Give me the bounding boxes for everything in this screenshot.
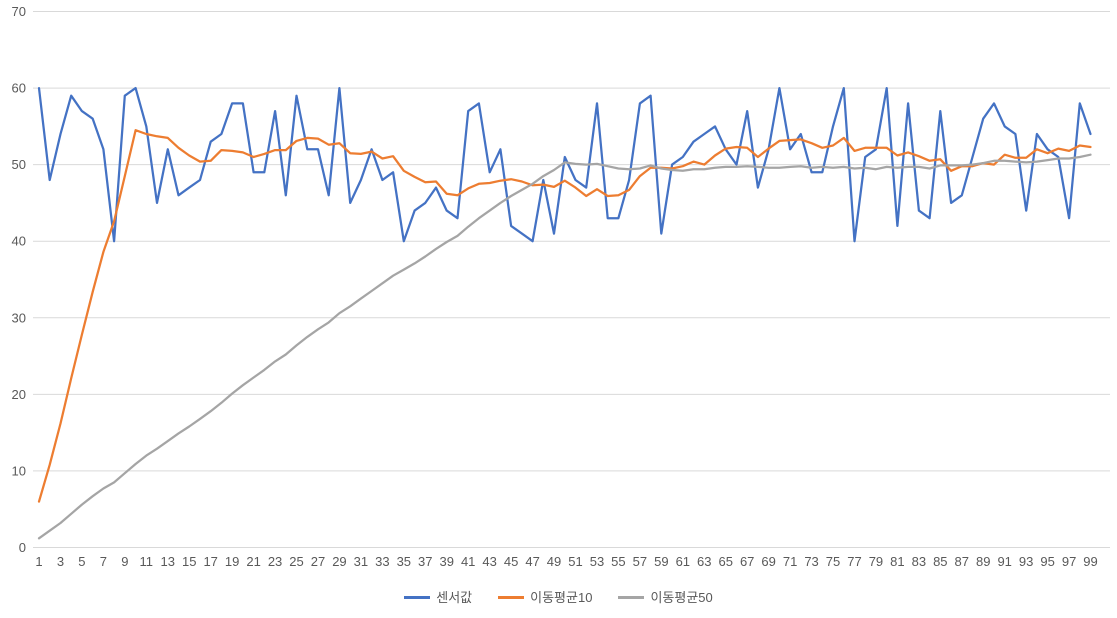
x-tick-label: 75 [826, 554, 840, 569]
x-tick-label: 73 [804, 554, 818, 569]
series-lines [37, 86, 1092, 540]
x-tick-label: 19 [225, 554, 239, 569]
legend-label-ma10: 이동평균10 [530, 590, 593, 605]
x-tick-label: 55 [611, 554, 625, 569]
x-tick-label: 37 [418, 554, 432, 569]
gridlines [33, 11, 1110, 548]
x-tick-label: 67 [740, 554, 754, 569]
series-line-2[interactable] [37, 153, 1092, 540]
y-axis-labels: 0 10 20 30 40 50 60 70 [12, 4, 26, 555]
x-tick-label: 15 [182, 554, 196, 569]
legend-item-ma50[interactable]: 이동평균50 [618, 590, 713, 605]
x-tick-label: 95 [1040, 554, 1054, 569]
x-tick-label: 65 [718, 554, 732, 569]
x-tick-label: 83 [912, 554, 926, 569]
x-tick-label: 23 [268, 554, 282, 569]
x-tick-label: 5 [78, 554, 85, 569]
x-tick-label: 47 [525, 554, 539, 569]
x-tick-label: 57 [633, 554, 647, 569]
x-tick-label: 1 [35, 554, 42, 569]
x-tick-label: 25 [289, 554, 303, 569]
legend-label-sensor: 센서값 [436, 590, 473, 605]
legend-swatch-sensor [404, 596, 431, 599]
legend-swatch-ma50 [618, 596, 645, 599]
x-tick-label: 51 [568, 554, 582, 569]
x-axis-labels: 1 3 5 7 9 11 13 15 17 19 21 23 25 27 29 31 33 35 37 39 41 43 4… [35, 554, 1097, 569]
x-tick-label: 43 [482, 554, 496, 569]
x-tick-label: 11 [140, 554, 154, 569]
x-tick-label: 91 [997, 554, 1011, 569]
x-tick-label: 9 [121, 554, 128, 569]
y-tick-label: 20 [12, 387, 26, 402]
x-tick-label: 69 [761, 554, 775, 569]
legend-swatch-ma10 [498, 596, 525, 599]
y-tick-label: 40 [12, 234, 26, 249]
x-tick-label: 53 [590, 554, 604, 569]
x-tick-label: 35 [397, 554, 411, 569]
x-tick-label: 21 [246, 554, 260, 569]
series-line-1[interactable] [37, 129, 1092, 503]
x-tick-label: 41 [461, 554, 475, 569]
x-tick-label: 99 [1083, 554, 1097, 569]
x-tick-label: 39 [440, 554, 454, 569]
x-tick-label: 93 [1019, 554, 1033, 569]
x-tick-label: 49 [547, 554, 561, 569]
x-tick-label: 63 [697, 554, 711, 569]
legend-label-ma50: 이동평균50 [650, 590, 713, 605]
x-tick-label: 31 [354, 554, 368, 569]
x-tick-label: 45 [504, 554, 518, 569]
x-tick-label: 71 [783, 554, 797, 569]
legend-item-sensor[interactable]: 센서값 [404, 591, 472, 604]
y-tick-label: 70 [12, 4, 26, 19]
x-tick-label: 3 [57, 554, 64, 569]
series-line-0[interactable] [37, 86, 1092, 243]
x-tick-label: 7 [100, 554, 107, 569]
x-tick-label: 29 [332, 554, 346, 569]
x-tick-label: 17 [203, 554, 217, 569]
x-tick-label: 79 [869, 554, 883, 569]
x-tick-label: 97 [1062, 554, 1076, 569]
y-tick-label: 30 [12, 310, 26, 325]
x-tick-label: 33 [375, 554, 389, 569]
chart-legend: 센서값 이동평균10 이동평균50 [0, 591, 1117, 604]
x-tick-label: 85 [933, 554, 947, 569]
x-tick-label: 77 [847, 554, 861, 569]
x-tick-label: 87 [955, 554, 969, 569]
x-tick-label: 13 [161, 554, 175, 569]
x-tick-label: 81 [890, 554, 904, 569]
y-tick-label: 0 [19, 540, 26, 555]
x-tick-label: 61 [676, 554, 690, 569]
x-tick-label: 89 [976, 554, 990, 569]
x-tick-label: 59 [654, 554, 668, 569]
y-tick-label: 10 [12, 463, 26, 478]
y-tick-label: 50 [12, 157, 26, 172]
legend-item-ma10[interactable]: 이동평균10 [498, 591, 592, 604]
y-tick-label: 60 [12, 81, 26, 96]
x-tick-label: 27 [311, 554, 325, 569]
